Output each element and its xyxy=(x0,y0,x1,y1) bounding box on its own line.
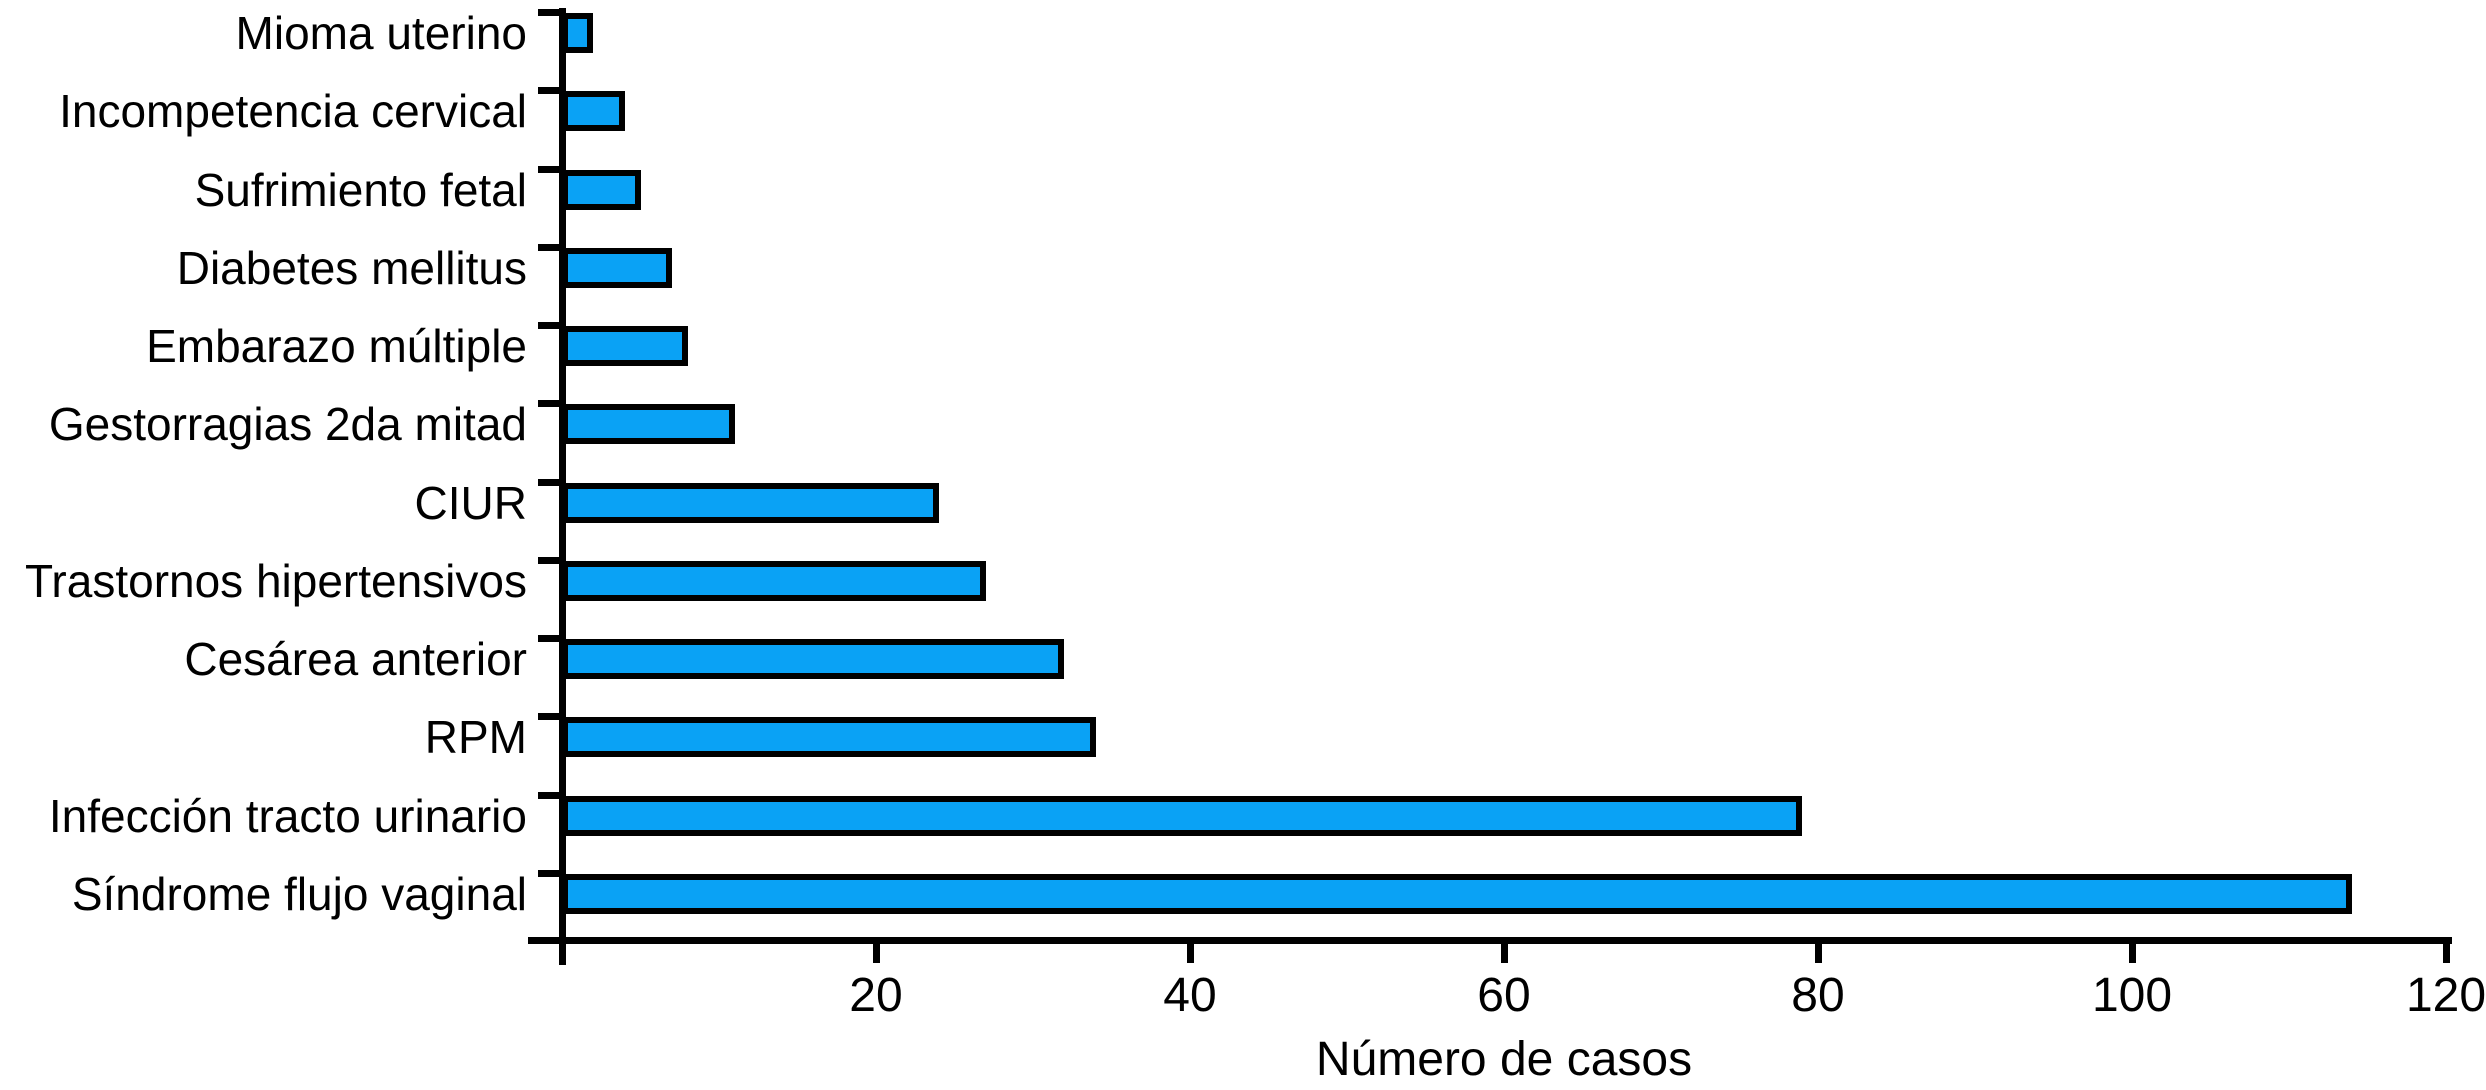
category-label: RPM xyxy=(424,711,527,763)
bar xyxy=(562,561,986,601)
category-label: Gestorragias 2da mitad xyxy=(48,398,527,450)
y-axis-tick xyxy=(538,792,562,799)
y-axis-tick xyxy=(538,166,562,173)
bar xyxy=(562,326,688,366)
category-label: Infección tracto urinario xyxy=(48,790,527,842)
x-axis-tick xyxy=(2129,944,2136,963)
y-axis-tick xyxy=(538,87,562,94)
x-axis-tick-label: 100 xyxy=(2091,969,2173,1022)
category-label: Sufrimiento fetal xyxy=(194,164,527,216)
category-label: Incompetencia cervical xyxy=(59,85,527,137)
x-axis-tick-label: 20 xyxy=(849,969,903,1022)
category-label: Trastornos hipertensivos xyxy=(25,555,527,607)
y-axis-tick xyxy=(538,635,562,642)
bar xyxy=(562,248,672,288)
x-axis-tick-label: 80 xyxy=(1791,969,1845,1022)
category-label: Mioma uterino xyxy=(235,7,527,59)
bar xyxy=(562,91,625,131)
x-axis-line xyxy=(528,937,2452,944)
x-axis-tick-label: 120 xyxy=(2405,969,2486,1022)
bar xyxy=(562,874,2352,914)
y-axis-tick xyxy=(538,322,562,329)
category-label: Cesárea anterior xyxy=(184,633,527,685)
bar xyxy=(562,639,1064,679)
y-axis-tick xyxy=(538,244,562,251)
x-axis-tick-label: 40 xyxy=(1163,969,1217,1022)
bar xyxy=(562,483,939,523)
x-axis-tick-label: 60 xyxy=(1477,969,1531,1022)
y-axis-tick xyxy=(538,870,562,877)
bar xyxy=(562,717,1096,757)
x-axis-title: Número de casos xyxy=(1315,1033,1693,1086)
x-axis-tick xyxy=(873,944,880,963)
category-label: Embarazo múltiple xyxy=(146,320,527,372)
y-axis-tick xyxy=(538,400,562,407)
x-axis-tick xyxy=(1815,944,1822,963)
category-label: Síndrome flujo vaginal xyxy=(71,868,527,920)
x-axis-tick xyxy=(1501,944,1508,963)
y-axis-tick xyxy=(538,9,562,16)
category-label: Diabetes mellitus xyxy=(176,242,527,294)
bar xyxy=(562,404,735,444)
bar xyxy=(562,13,593,53)
category-label: CIUR xyxy=(414,477,527,529)
y-axis-tick xyxy=(538,713,562,720)
x-axis-tick xyxy=(2443,944,2450,963)
bar xyxy=(562,170,641,210)
y-axis-tick xyxy=(538,557,562,564)
y-axis-tick xyxy=(538,479,562,486)
bar xyxy=(562,796,1802,836)
x-axis-tick xyxy=(1187,944,1194,963)
